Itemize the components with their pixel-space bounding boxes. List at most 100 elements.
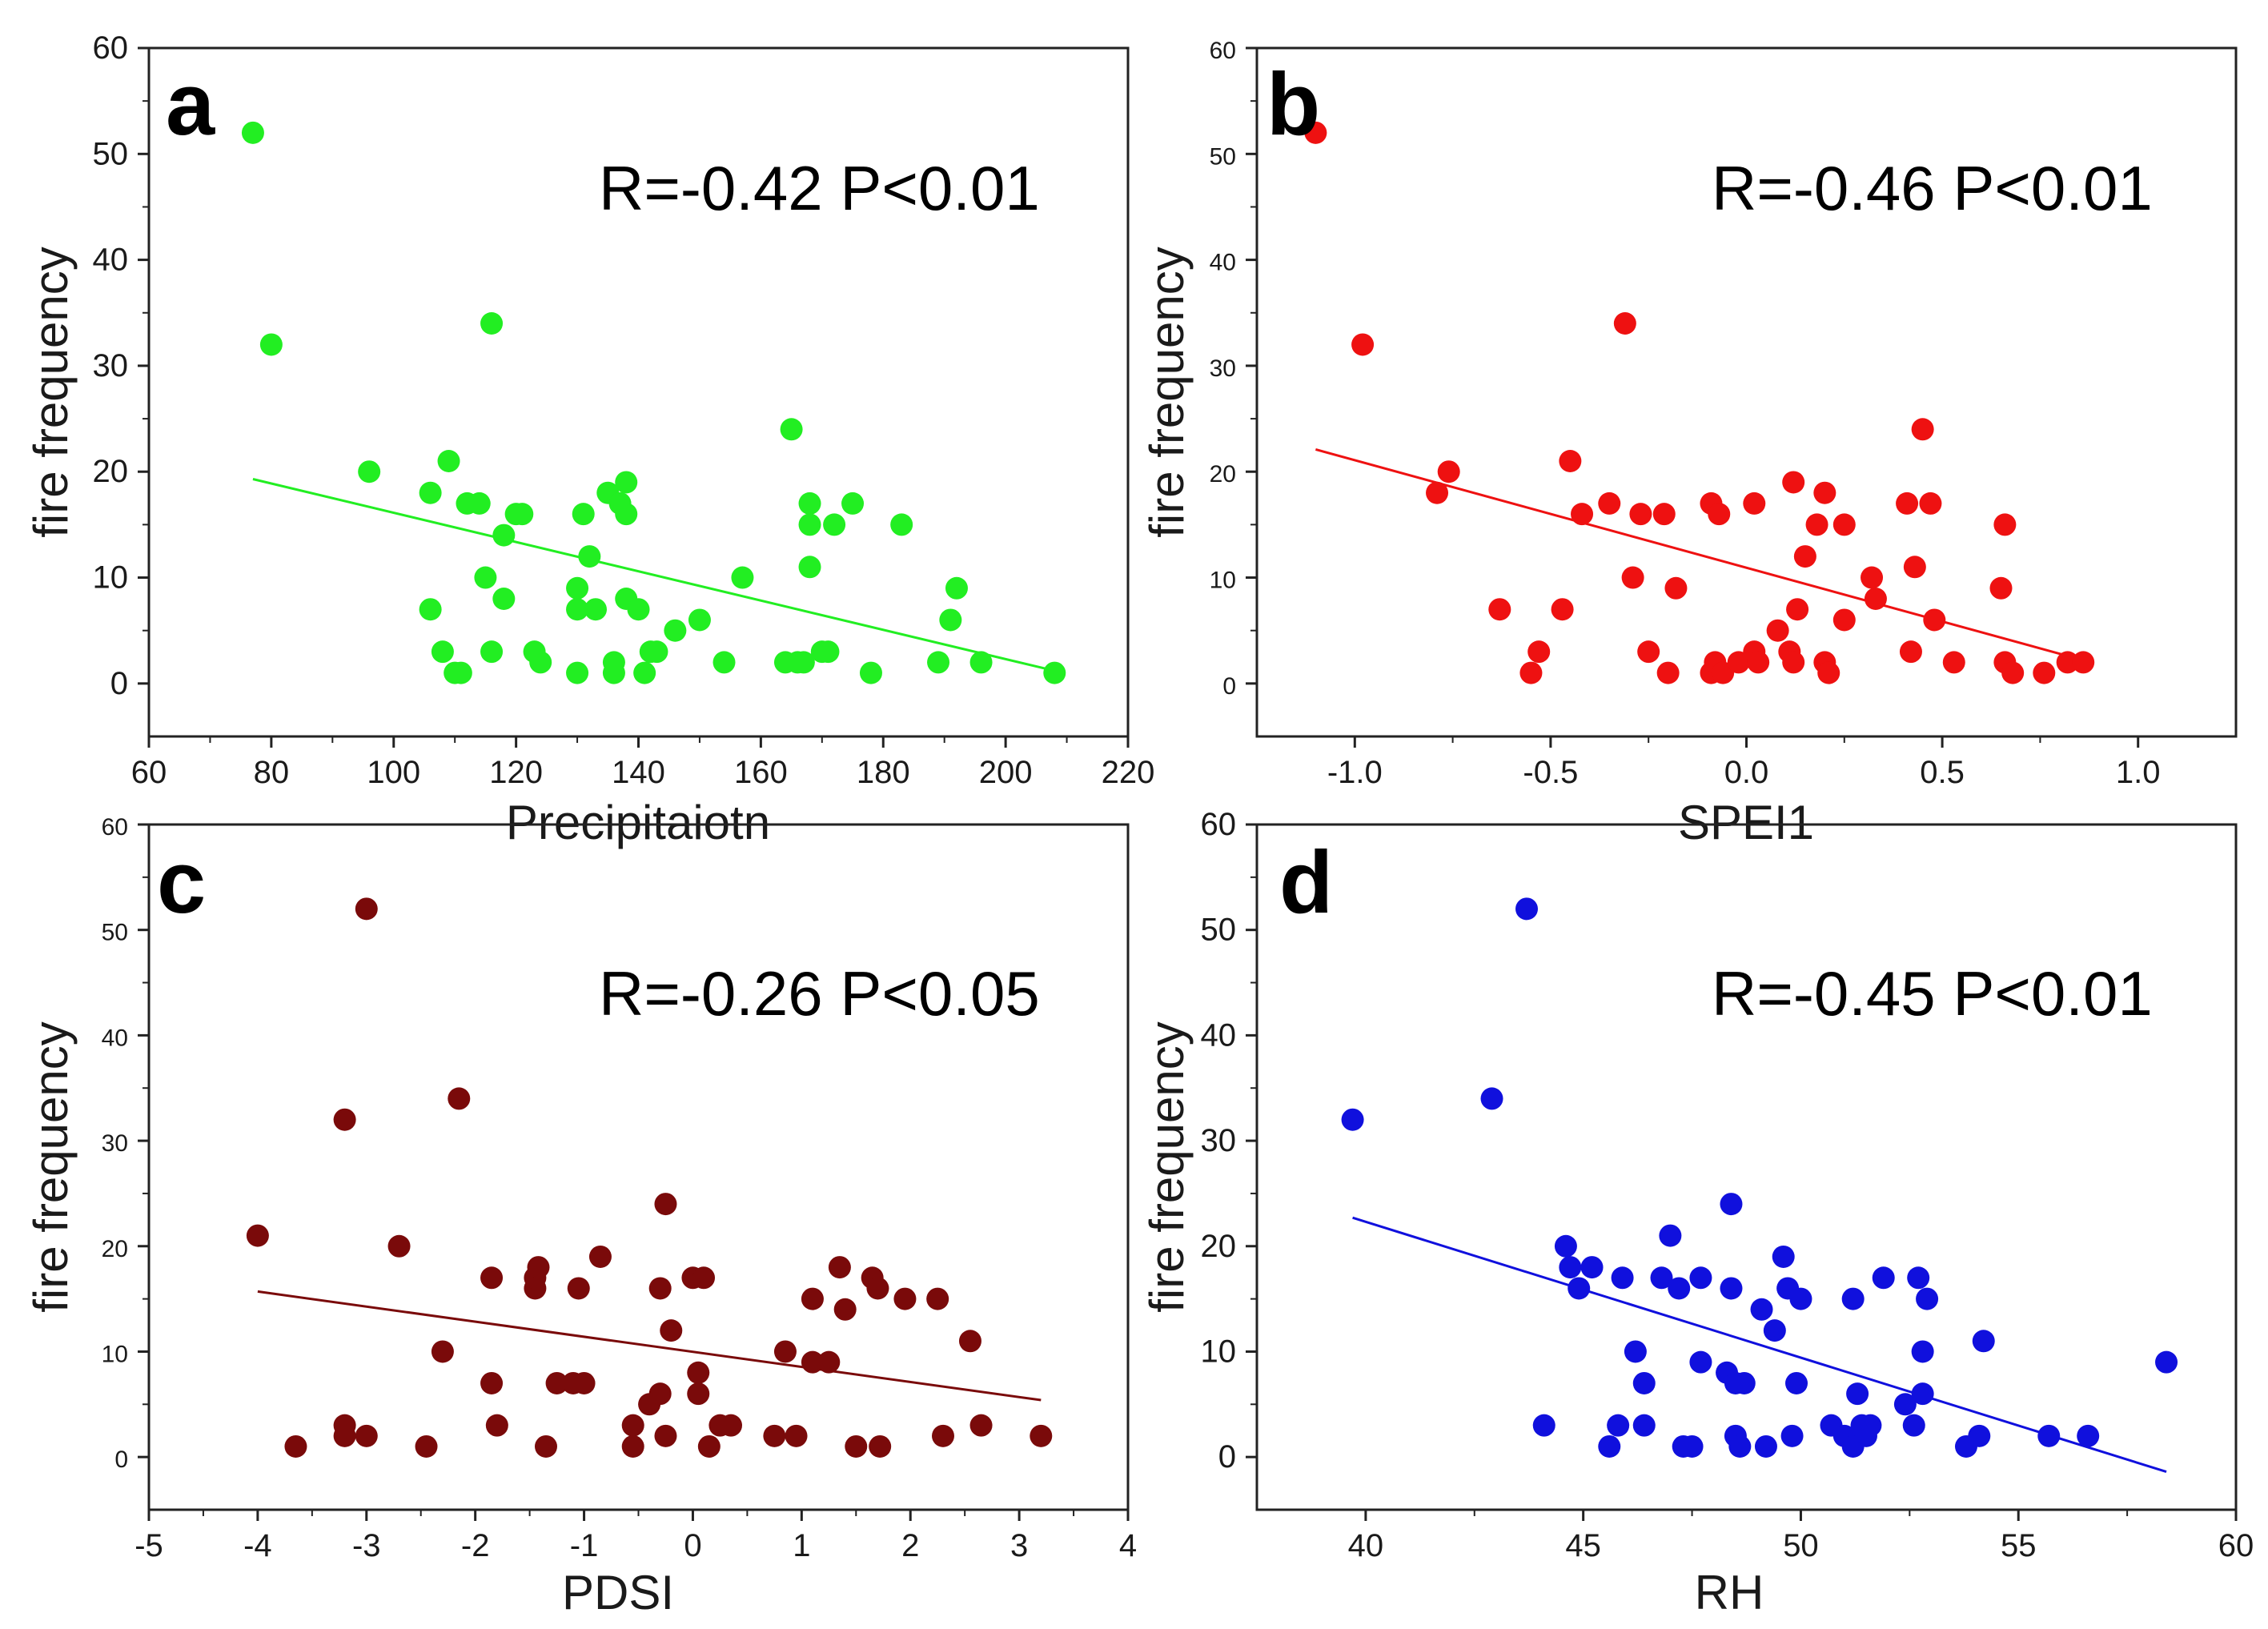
- data-point-b: [2001, 661, 2025, 684]
- data-point-b: [1861, 566, 1884, 589]
- data-point-c: [720, 1414, 743, 1437]
- data-point-d: [1598, 1434, 1621, 1458]
- data-point-d: [1632, 1371, 1656, 1394]
- data-point-d: [1689, 1266, 1712, 1290]
- x-tick-label-a: 60: [131, 755, 167, 790]
- data-point-d: [1568, 1277, 1591, 1300]
- data-point-a: [792, 651, 815, 674]
- data-point-c: [931, 1424, 954, 1447]
- y-tick-label-a: 20: [93, 454, 129, 489]
- y-tick-label-c: 50: [102, 920, 128, 946]
- data-point-c: [1030, 1424, 1053, 1447]
- x-tick-label-d: 60: [2218, 1528, 2254, 1563]
- y-tick-label-b: 40: [1210, 250, 1236, 276]
- y-axis-label-a: fire frequency: [24, 247, 78, 538]
- data-point-c: [567, 1277, 590, 1300]
- y-tick-label-d: 10: [1201, 1334, 1237, 1369]
- data-point-a: [615, 471, 638, 494]
- x-tick-label-c: -3: [352, 1528, 381, 1563]
- x-tick-label-a: 220: [1102, 755, 1155, 790]
- data-point-d: [2037, 1424, 2061, 1447]
- data-point-b: [1923, 608, 1946, 632]
- data-point-b: [1766, 619, 1789, 642]
- data-point-b: [1782, 651, 1805, 674]
- data-point-c: [284, 1434, 307, 1458]
- data-point-c: [833, 1298, 857, 1321]
- data-point-c: [785, 1424, 808, 1447]
- data-point-a: [602, 661, 625, 684]
- data-point-d: [1689, 1350, 1712, 1374]
- x-tick-label-c: -1: [570, 1528, 599, 1563]
- y-tick-label-c: 10: [102, 1341, 128, 1367]
- y-tick-label-b: 10: [1210, 568, 1236, 594]
- data-point-d: [1607, 1414, 1630, 1437]
- y-tick-label-d: 0: [1218, 1439, 1236, 1475]
- data-point-c: [660, 1319, 683, 1342]
- data-point-a: [566, 661, 589, 684]
- data-point-a: [419, 598, 442, 621]
- data-point-a: [419, 481, 442, 504]
- data-point-a: [578, 545, 601, 568]
- data-point-c: [480, 1266, 504, 1290]
- x-axis-label-a: Precipitaiotn: [506, 796, 770, 849]
- data-point-c: [621, 1414, 644, 1437]
- data-point-a: [615, 503, 638, 526]
- data-point-d: [1750, 1298, 1773, 1321]
- data-point-a: [798, 492, 821, 515]
- x-tick-label-c: 2: [901, 1528, 919, 1563]
- marks-b: [1304, 121, 2095, 684]
- data-point-c: [801, 1287, 824, 1310]
- x-axis-label-c: PDSI: [562, 1566, 674, 1619]
- data-point-c: [545, 1371, 568, 1394]
- data-point-d: [1968, 1424, 1991, 1447]
- data-point-a: [449, 661, 472, 684]
- data-point-b: [1919, 492, 1942, 515]
- data-point-b: [1488, 598, 1511, 621]
- data-point-a: [969, 651, 993, 674]
- x-tick-label-a: 140: [612, 755, 665, 790]
- y-tick-label-c: 20: [102, 1236, 128, 1262]
- x-tick-label-c: 4: [1119, 1528, 1137, 1563]
- data-point-d: [1515, 897, 1539, 921]
- data-point-d: [1911, 1382, 1934, 1406]
- data-point-a: [859, 661, 882, 684]
- data-point-b: [1519, 661, 1543, 684]
- panel-label-a: a: [166, 55, 215, 154]
- data-point-c: [572, 1371, 596, 1394]
- data-point-d: [1532, 1414, 1555, 1437]
- data-point-b: [1832, 513, 1856, 536]
- panel-label-c: c: [157, 833, 206, 932]
- trend-line-c: [257, 1290, 1042, 1402]
- y-tick-label-a: 40: [93, 243, 129, 278]
- y-axis-label-b: fire frequency: [1140, 247, 1194, 538]
- x-tick-label-a: 120: [489, 755, 543, 790]
- data-point-b: [1782, 471, 1805, 494]
- data-point-a: [731, 566, 754, 589]
- data-point-d: [1611, 1266, 1634, 1290]
- x-tick-label-d: 45: [1565, 1528, 1601, 1563]
- data-point-d: [1728, 1434, 1752, 1458]
- data-point-c: [697, 1434, 721, 1458]
- data-point-d: [1846, 1382, 1869, 1406]
- data-point-b: [1911, 418, 1934, 441]
- data-point-b: [1899, 640, 1922, 664]
- data-point-d: [1972, 1330, 1995, 1353]
- data-point-c: [333, 1424, 356, 1447]
- y-tick-label-c: 60: [102, 814, 128, 841]
- data-point-c: [654, 1193, 677, 1216]
- data-point-b: [1903, 556, 1926, 579]
- data-point-b: [1637, 640, 1660, 664]
- data-point-d: [1480, 1087, 1503, 1110]
- data-point-b: [1527, 640, 1551, 664]
- x-axis-label-b: SPEI1: [1678, 796, 1814, 849]
- data-point-a: [945, 576, 968, 600]
- data-point-a: [664, 619, 687, 642]
- data-point-a: [688, 608, 711, 632]
- data-point-c: [246, 1224, 269, 1247]
- data-point-a: [939, 608, 962, 632]
- x-tick-label-a: 80: [254, 755, 290, 790]
- data-point-d: [1680, 1434, 1704, 1458]
- data-point-c: [893, 1287, 917, 1310]
